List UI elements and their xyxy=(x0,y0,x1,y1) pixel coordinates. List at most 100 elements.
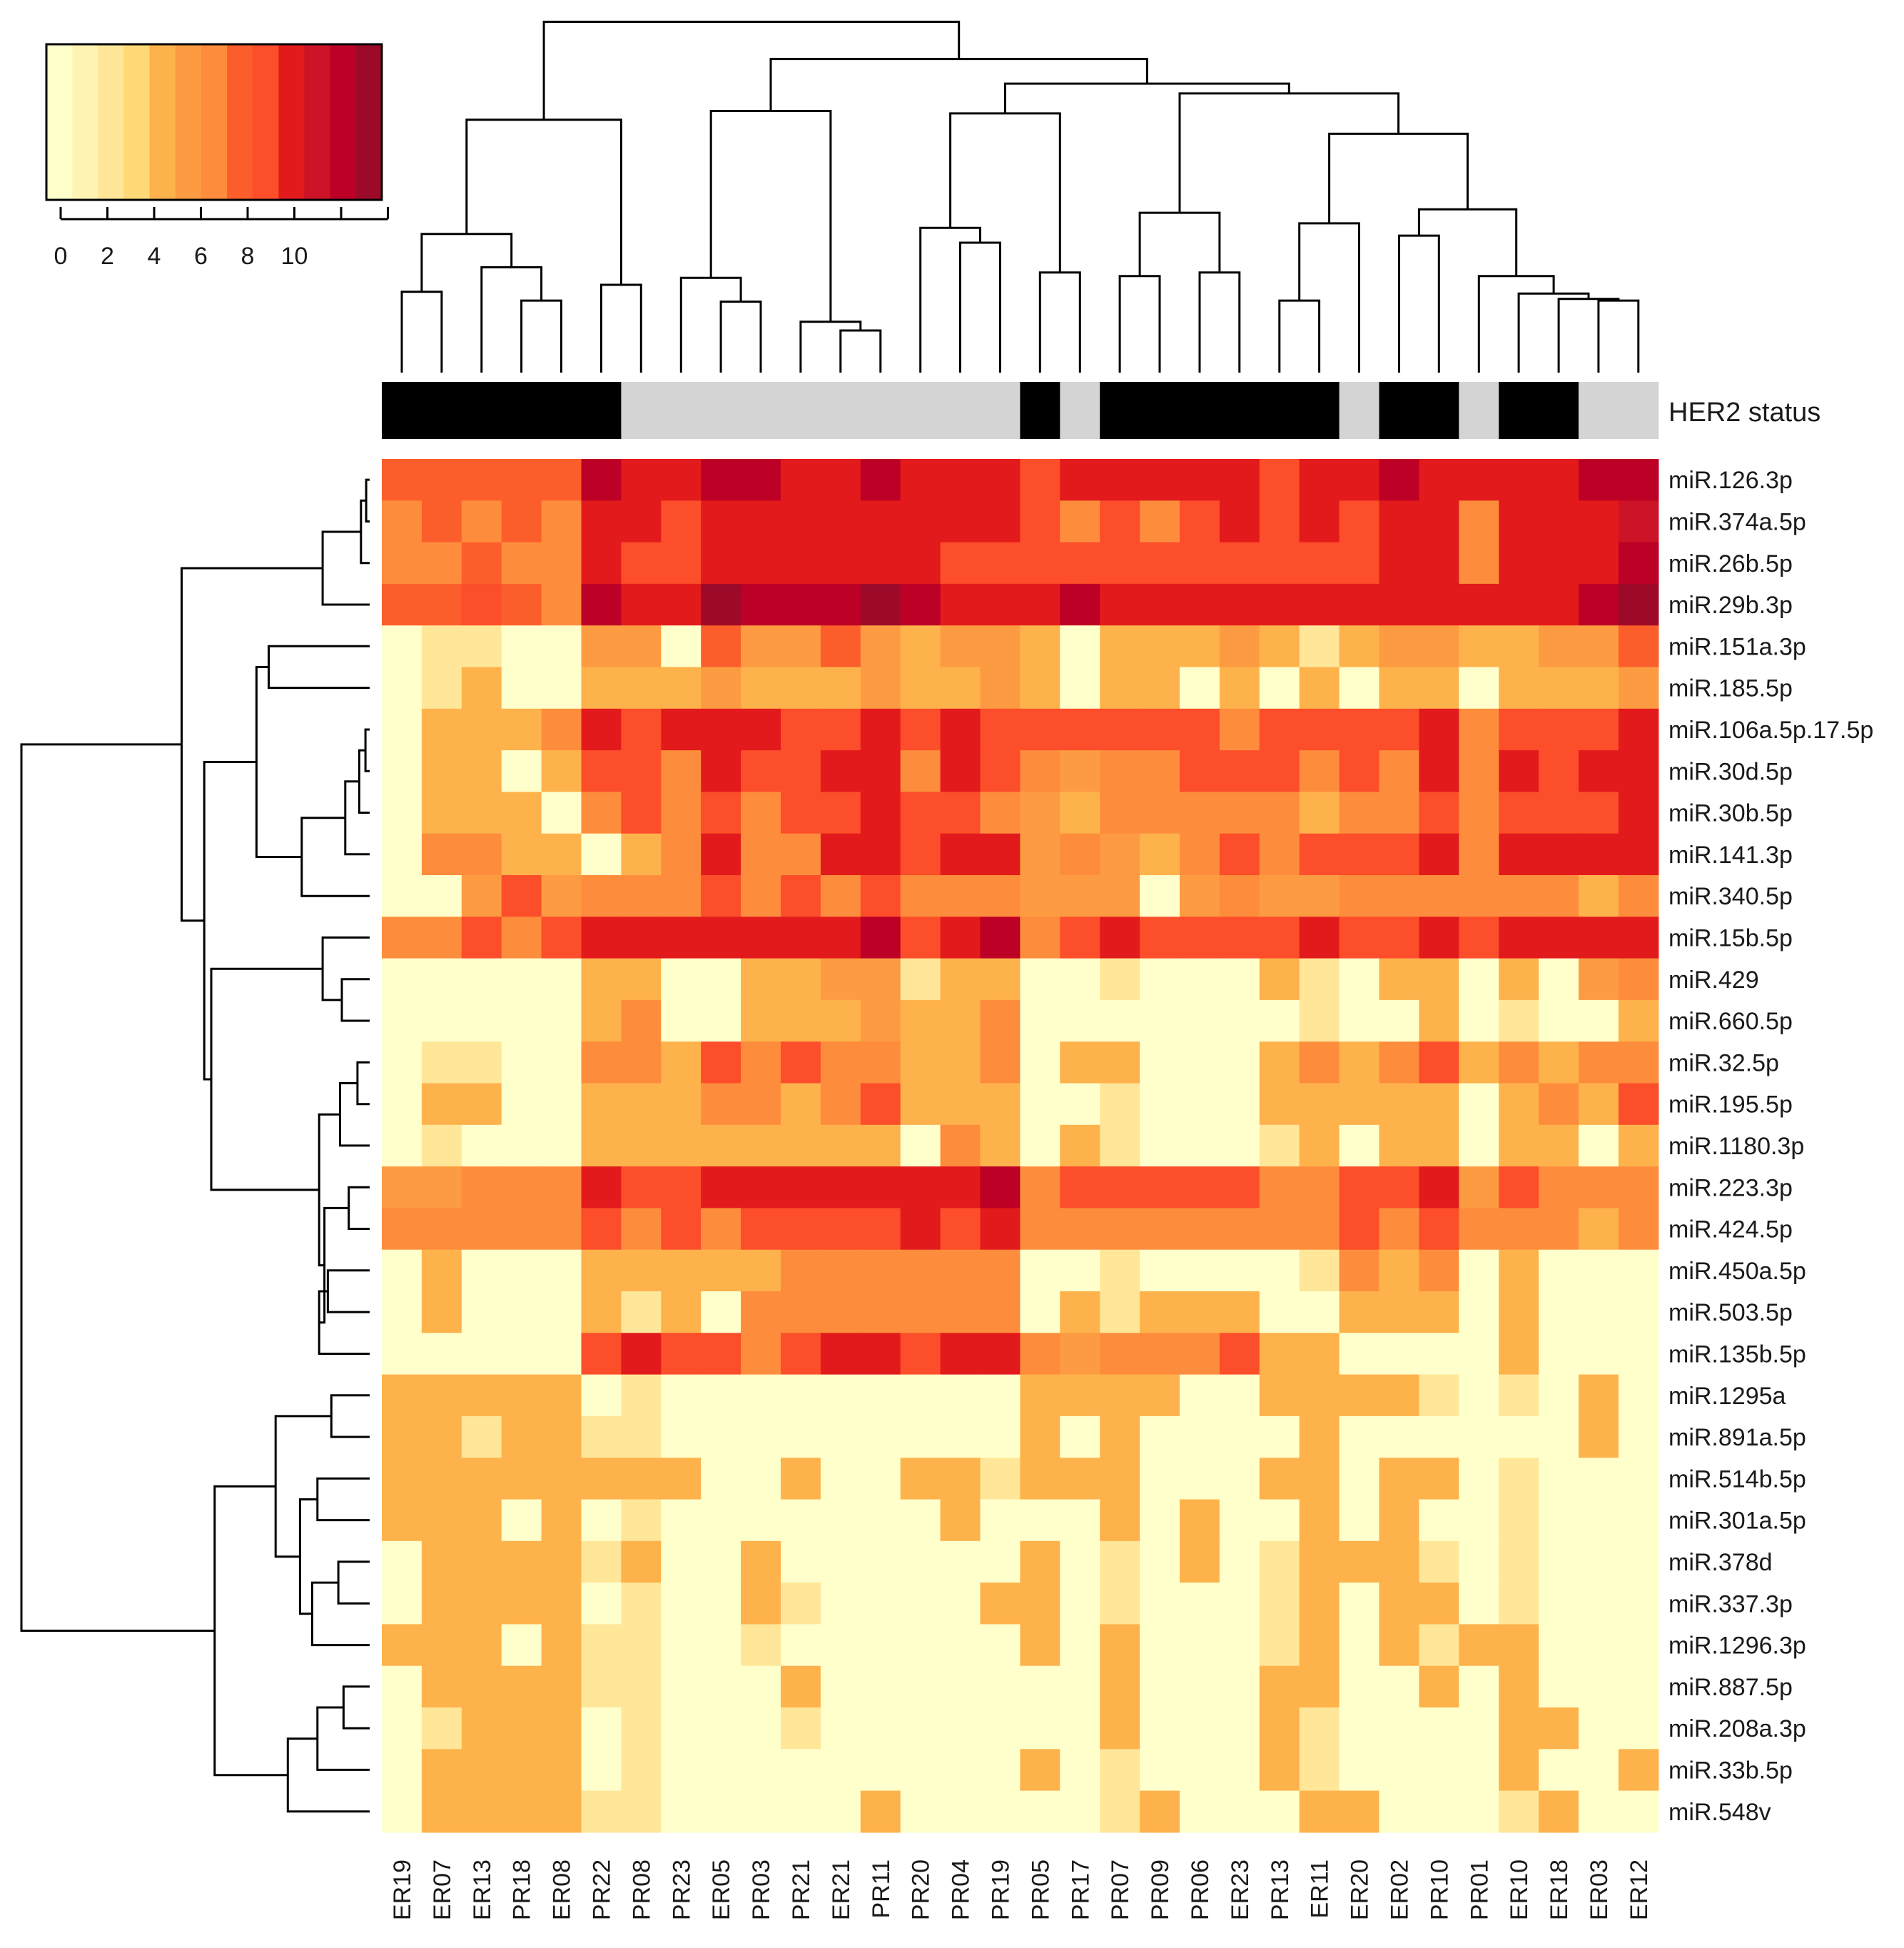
heatmap-cell xyxy=(1539,1041,1579,1084)
heatmap-cell xyxy=(781,792,821,834)
heatmap-cell xyxy=(1219,1790,1260,1833)
row-dendrogram-branch xyxy=(298,1498,318,1615)
heatmap-cell xyxy=(382,958,422,1001)
heatmap-cell xyxy=(1100,1333,1140,1376)
heatmap-cell xyxy=(1259,500,1300,543)
column-label: ER11 xyxy=(1307,1859,1334,1919)
row-label: miR.32.5p xyxy=(1668,1049,1779,1076)
heatmap-cell xyxy=(741,708,781,751)
heatmap-cell xyxy=(900,542,941,585)
heatmap-cell xyxy=(1539,1208,1579,1251)
heatmap-cell xyxy=(1100,1707,1140,1750)
heatmap-cell xyxy=(541,792,582,834)
heatmap-cell xyxy=(1219,1291,1260,1333)
heatmap-cell xyxy=(1339,1166,1380,1208)
heatmap-cell xyxy=(1299,459,1340,501)
heatmap-cell xyxy=(900,1707,941,1750)
heatmap-cell xyxy=(980,1083,1021,1126)
row-dendrogram-branch xyxy=(326,1269,370,1313)
row-dendrogram-branch xyxy=(342,1685,370,1730)
heatmap-cell xyxy=(1100,542,1140,585)
heatmap-cell xyxy=(900,875,941,917)
heatmap-cell xyxy=(461,1624,502,1667)
heatmap-cell xyxy=(980,500,1021,543)
heatmap-cell xyxy=(1219,1041,1260,1084)
column-dendrogram-branch xyxy=(679,276,742,373)
heatmap-cell xyxy=(1499,500,1539,543)
heatmap-cell xyxy=(382,500,422,543)
heatmap-cell xyxy=(1379,1041,1419,1084)
heatmap-cell xyxy=(382,1124,422,1167)
heatmap-cell xyxy=(701,1540,741,1583)
column-label: ER12 xyxy=(1626,1859,1653,1920)
heatmap-cell xyxy=(1180,459,1220,501)
heatmap-cell xyxy=(741,750,781,792)
heatmap-cell xyxy=(501,1624,542,1667)
heatmap-cell xyxy=(1100,625,1140,668)
heatmap-cell xyxy=(382,667,422,710)
heatmap-cell xyxy=(501,459,542,501)
heatmap-cell xyxy=(461,708,502,751)
heatmap-cell xyxy=(900,1083,941,1126)
heatmap-cell xyxy=(980,459,1021,501)
heatmap-cell xyxy=(541,459,582,501)
heatmap-cell xyxy=(1180,708,1220,751)
heatmap-cell xyxy=(860,1583,901,1625)
column-label: ER02 xyxy=(1387,1859,1414,1920)
heatmap-cell xyxy=(980,1499,1021,1542)
heatmap-cell xyxy=(980,1374,1021,1417)
heatmap-cell xyxy=(1459,1665,1499,1708)
heatmap-cell xyxy=(1060,1749,1100,1792)
row-dendrogram-branch xyxy=(316,1477,370,1522)
heatmap-cell xyxy=(820,667,861,710)
heatmap-cell xyxy=(1618,875,1659,917)
heatmap-cell xyxy=(820,1707,861,1750)
heatmap-cell xyxy=(1579,1458,1619,1500)
heatmap-cell xyxy=(1100,1124,1140,1167)
heatmap-cell xyxy=(820,1749,861,1792)
heatmap-cell xyxy=(860,1749,901,1792)
row-label: miR.1296.3p xyxy=(1668,1632,1806,1660)
heatmap-cell xyxy=(581,833,622,876)
heatmap-cell xyxy=(1100,792,1140,834)
heatmap-cell xyxy=(581,875,622,917)
row-dendrogram-branch xyxy=(337,1560,370,1605)
legend-swatch xyxy=(46,44,73,200)
heatmap-cell xyxy=(1219,1624,1260,1667)
heatmap-cell xyxy=(1299,625,1340,668)
heatmap-cell xyxy=(461,792,502,834)
heatmap-cell xyxy=(1499,1208,1539,1251)
heatmap-cell xyxy=(741,1124,781,1167)
heatmap-cell xyxy=(501,1083,542,1126)
heatmap-cell xyxy=(701,792,741,834)
heatmap-cell xyxy=(1060,1041,1100,1084)
heatmap-cell xyxy=(1579,1540,1619,1583)
heatmap-cell xyxy=(1180,667,1220,710)
heatmap-cell xyxy=(1618,1707,1659,1750)
heatmap-cell xyxy=(781,1041,821,1084)
heatmap-cell xyxy=(382,583,422,626)
heatmap-cell xyxy=(741,542,781,585)
heatmap-cell xyxy=(1060,1499,1100,1542)
heatmap-cell xyxy=(980,542,1021,585)
heatmap-cell xyxy=(1579,1624,1619,1667)
heatmap-cell xyxy=(940,1415,981,1458)
column-dendrogram-branch xyxy=(420,233,513,292)
heatmap-cell xyxy=(781,1415,821,1458)
heatmap-cell xyxy=(1419,1291,1459,1333)
heatmap-cell xyxy=(1140,1333,1180,1376)
heatmap-cell xyxy=(781,1249,821,1292)
heatmap-cell xyxy=(501,1291,542,1333)
heatmap-cell xyxy=(1299,708,1340,751)
heatmap-cell xyxy=(940,1249,981,1292)
column-dendrogram-branch xyxy=(1477,275,1555,373)
legend-swatch xyxy=(278,44,305,200)
heatmap-cell xyxy=(860,1665,901,1708)
heatmap-cell xyxy=(741,1624,781,1667)
heatmap-cell xyxy=(1180,625,1220,668)
heatmap-cell xyxy=(1219,625,1260,668)
heatmap-cell xyxy=(1499,1124,1539,1167)
heatmap-cell xyxy=(421,708,462,751)
heatmap-cell xyxy=(541,1540,582,1583)
heatmap-cell xyxy=(1379,1749,1419,1792)
